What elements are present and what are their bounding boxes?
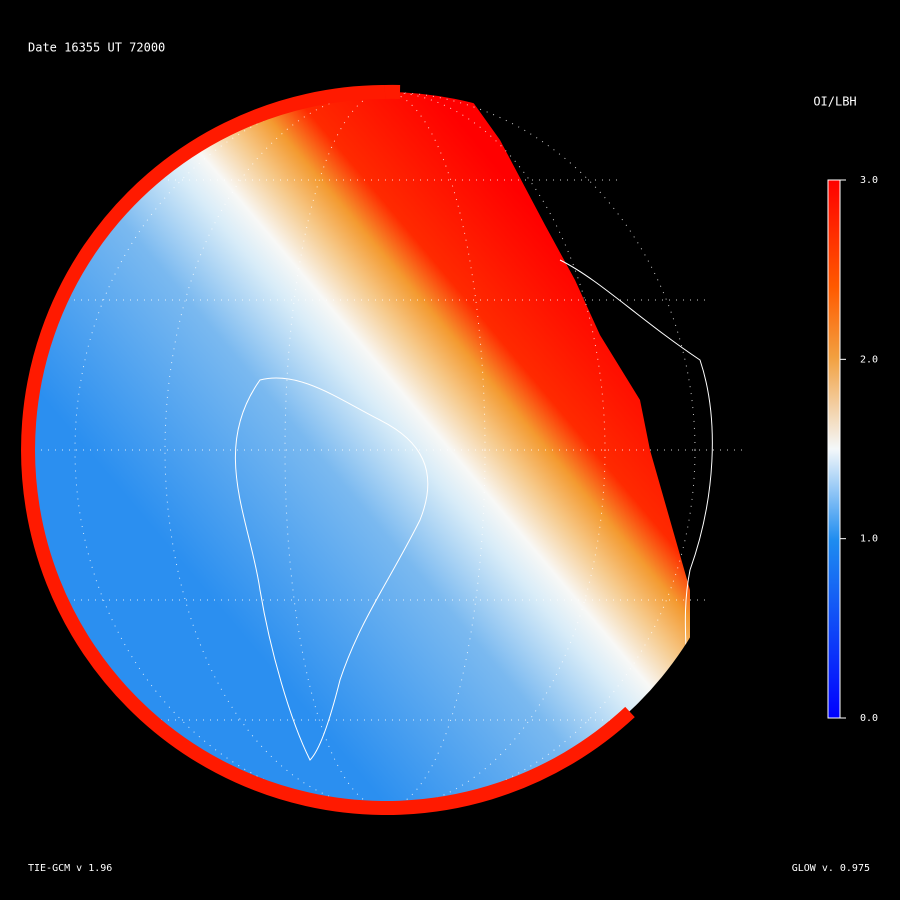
footer-right: GLOW v. 0.975	[792, 863, 870, 874]
colorbar-tick-label: 0.0	[860, 713, 878, 724]
colorbar-tick-label: 2.0	[860, 354, 878, 365]
colorbar-title: OI/LBH	[813, 95, 856, 109]
limb	[21, 85, 635, 815]
colorbar-tick-label: 3.0	[860, 175, 878, 186]
colorbar	[827, 179, 841, 719]
footer-left: TIE-GCM v 1.96	[28, 863, 112, 874]
title: Date 16355 UT 72000	[28, 41, 165, 55]
globe	[27, 92, 743, 808]
colorbar-tick-label: 1.0	[860, 534, 878, 545]
